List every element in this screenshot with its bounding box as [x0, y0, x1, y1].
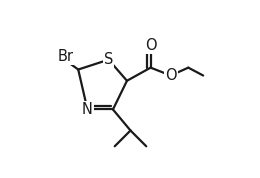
Text: Br: Br — [58, 49, 74, 64]
Text: O: O — [145, 38, 157, 53]
Text: N: N — [82, 102, 93, 117]
Text: S: S — [104, 52, 113, 67]
Text: O: O — [165, 68, 177, 83]
